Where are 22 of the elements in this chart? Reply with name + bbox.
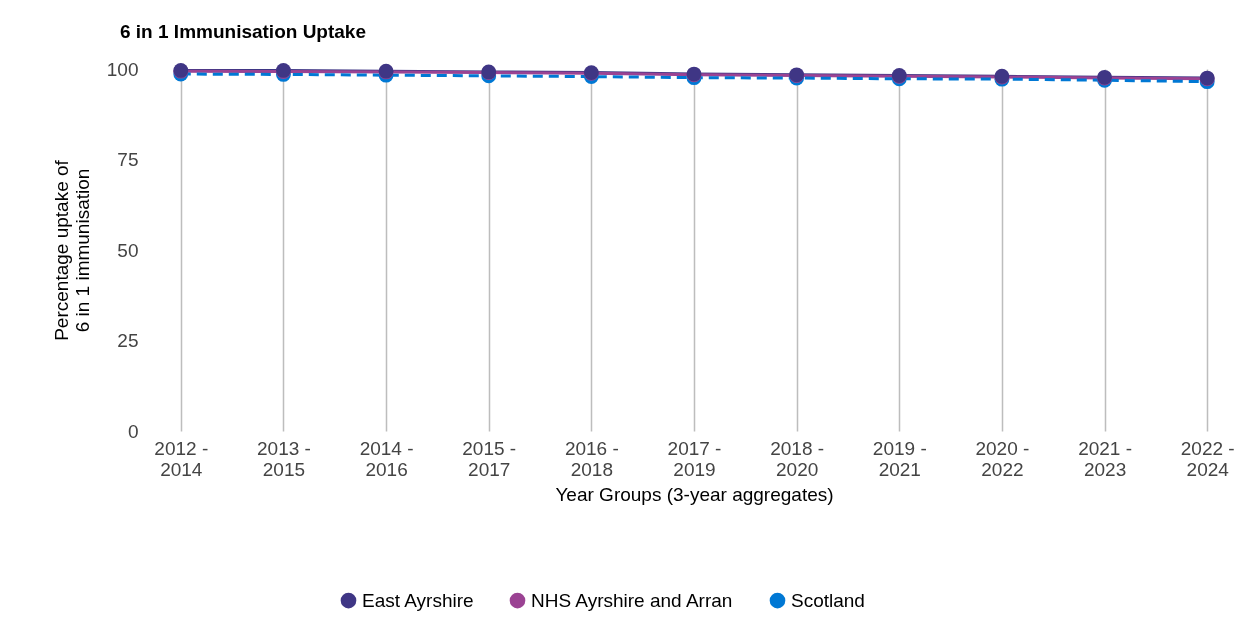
- x-tick-label: 2022 - 2024: [1180, 437, 1235, 480]
- x-tick-label: 2013 - 2015: [257, 437, 311, 480]
- legend-label: Scotland: [791, 589, 865, 611]
- x-axis-title: Year Groups (3-year aggregates): [555, 483, 834, 505]
- x-tick-label: 2019 - 2021: [872, 437, 927, 480]
- x-tick-label: 2012 - 2014: [154, 437, 209, 480]
- x-tick-label: 2020 - 2022: [975, 437, 1030, 480]
- x-tick-label: 2014 - 2016: [359, 437, 414, 480]
- legend-label: NHS Ayrshire and Arran: [531, 589, 733, 611]
- x-tick-label: 2017 - 2019: [667, 437, 722, 480]
- y-axis-title: Percentage uptake of 6 in 1 immunisation: [50, 159, 93, 341]
- x-tick-label: 2021 - 2023: [1078, 437, 1132, 480]
- y-tick-label: 100: [106, 58, 139, 80]
- y-tick-label: 50: [117, 239, 139, 261]
- y-tick-label: 0: [127, 420, 139, 442]
- y-tick-label: 25: [117, 330, 139, 351]
- x-tick-label: 2015 - 2017: [462, 437, 517, 480]
- y-tick-label: 75: [117, 149, 139, 170]
- x-tick-label: 2018 - 2020: [770, 437, 825, 480]
- legend-label: East Ayrshire: [362, 589, 474, 611]
- chart-title: 6 in 1 Immunisation Uptake: [120, 21, 366, 42]
- x-tick-label: 2016 - 2018: [564, 437, 619, 480]
